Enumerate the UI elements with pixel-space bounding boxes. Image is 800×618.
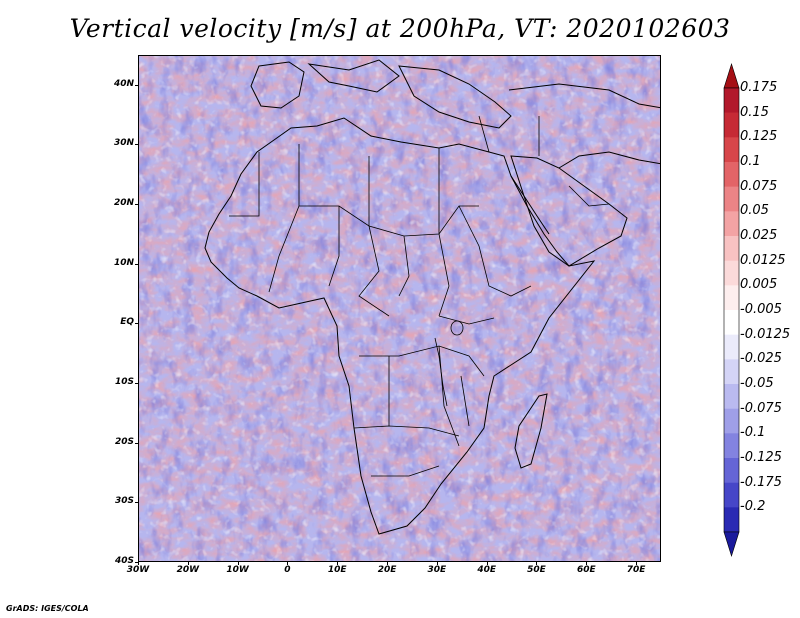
- lat-tick-mark: [135, 204, 138, 206]
- lat-tick-label: 10S: [114, 377, 134, 388]
- lon-tick-label: 30E: [427, 565, 447, 575]
- colorbar-swatch: [724, 112, 739, 138]
- lat-tick-label: 20N: [113, 198, 134, 209]
- lon-tick-mark: [337, 562, 339, 565]
- lat-tick-label: 20S: [114, 436, 134, 447]
- colorbar-level-label: 0.005: [740, 277, 778, 293]
- lat-tick-mark: [135, 144, 138, 146]
- colorbar-level-label: 0.125: [740, 129, 778, 145]
- colorbar-level-label: -0.2: [740, 499, 766, 515]
- lon-tick-mark: [586, 562, 588, 565]
- map-panel: [138, 55, 661, 562]
- colorbar-swatch: [724, 507, 739, 533]
- lon-tick-label: 20W: [176, 565, 200, 575]
- lat-tick-label: 30N: [113, 138, 134, 149]
- colorbar-swatch: [724, 433, 739, 459]
- lon-tick-label: 50E: [527, 565, 546, 575]
- colorbar-level-label: 0.15: [740, 104, 769, 120]
- coastlines: [204, 59, 660, 535]
- colorbar-level-label: -0.125: [740, 450, 782, 465]
- lakes: [434, 320, 470, 427]
- colorbar-swatch: [724, 186, 739, 212]
- colorbar-swatch: [724, 211, 739, 237]
- colorbar-level-label: 0.025: [740, 228, 778, 243]
- colorbar-swatch: [724, 285, 739, 311]
- lon-tick-mark: [138, 562, 139, 565]
- colorbar-level-label: 0.05: [740, 203, 769, 219]
- lon-tick-label: 70E: [626, 565, 646, 575]
- velocity-field-map: [139, 56, 660, 561]
- lon-tick-label: 20E: [377, 565, 397, 575]
- lat-tick-label: 30S: [114, 496, 134, 507]
- lat-tick-label: 10N: [113, 257, 134, 268]
- lat-tick-mark: [135, 442, 138, 444]
- lat-tick-mark: [135, 263, 138, 265]
- lat-tick-label: EQ: [120, 317, 134, 328]
- lon-tick-mark: [387, 562, 389, 565]
- colorbar-level-label: 0.075: [740, 178, 778, 194]
- lat-tick-mark: [135, 323, 138, 325]
- colorbar-swatch: [724, 334, 739, 360]
- colorbar-swatch: [724, 137, 739, 163]
- colorbar-swatch: [724, 408, 739, 434]
- lat-tick-mark: [135, 562, 138, 563]
- colorbar-swatch: [724, 88, 739, 113]
- country-borders: [229, 115, 610, 477]
- colorbar-level-label: -0.1: [740, 425, 766, 441]
- colorbar-level-label: -0.05: [740, 376, 774, 391]
- colorbar-swatch: [724, 162, 739, 187]
- colorbar-swatch: [724, 236, 739, 261]
- colorbar-swatch: [724, 310, 739, 335]
- colorbar: [723, 62, 740, 558]
- colorbar-swatch: [724, 359, 739, 385]
- lon-tick-label: 60E: [576, 565, 596, 575]
- lon-tick-mark: [486, 562, 488, 565]
- lat-tick-mark: [135, 84, 138, 86]
- colorbar-top-arrow: [723, 62, 740, 89]
- colorbar-swatch: [724, 482, 739, 508]
- colorbar-swatch: [724, 260, 739, 286]
- lon-tick-label: 10E: [327, 565, 347, 575]
- field-neutral-texture: [139, 56, 660, 561]
- lon-tick-label: 10W: [226, 565, 249, 575]
- lon-tick-mark: [636, 562, 638, 565]
- lon-tick-mark: [187, 562, 189, 565]
- colorbar-level-label: -0.0125: [740, 326, 791, 342]
- lat-tick-label: 40N: [113, 78, 134, 89]
- lat-tick-mark: [135, 383, 138, 385]
- map-title: Vertical velocity [m/s] at 200hPa, VT: 2…: [69, 14, 731, 43]
- colorbar-level-label: -0.005: [740, 302, 782, 317]
- lon-tick-label: 0: [284, 565, 291, 575]
- colorbar-level-label: 0.0125: [740, 252, 786, 268]
- lon-tick-label: 30W: [126, 565, 150, 575]
- lon-tick-label: 40E: [477, 565, 496, 575]
- colorbar-level-label: 0.175: [740, 80, 778, 95]
- lon-tick-mark: [536, 562, 538, 565]
- lon-tick-mark: [287, 562, 289, 565]
- lat-tick-mark: [135, 502, 138, 504]
- colorbar-bottom-arrow: [723, 531, 740, 558]
- lon-tick-mark: [436, 562, 438, 565]
- colorbar-level-label: 0.1: [740, 154, 761, 169]
- colorbar-level-label: -0.025: [740, 351, 782, 367]
- colorbar-swatch: [724, 384, 739, 409]
- colorbar-swatch: [724, 458, 739, 483]
- lat-tick-label: 40S: [114, 556, 134, 566]
- grads-credit: GrADS: IGES/COLA: [6, 604, 89, 613]
- colorbar-level-label: -0.075: [740, 400, 782, 416]
- colorbar-level-label: -0.175: [740, 474, 782, 490]
- lon-tick-mark: [237, 562, 239, 565]
